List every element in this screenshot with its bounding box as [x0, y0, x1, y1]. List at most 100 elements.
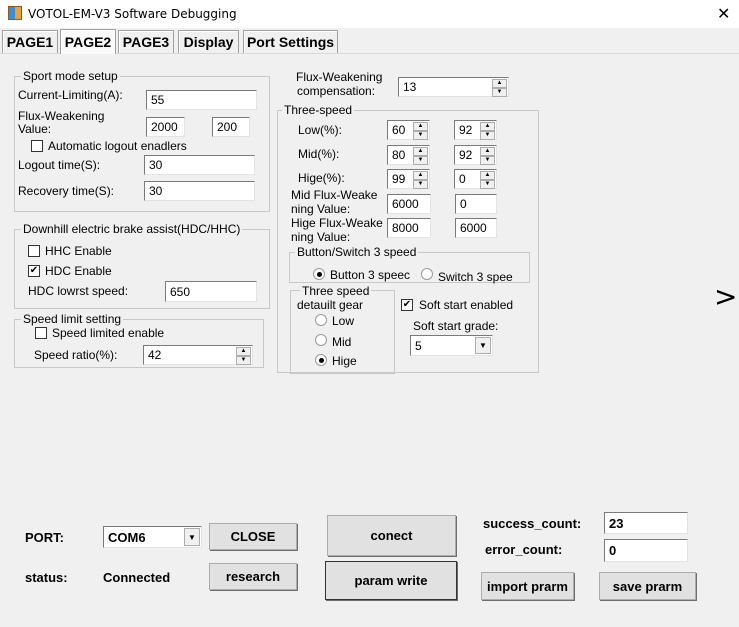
- hige-flux-input-1[interactable]: 8000: [387, 218, 431, 238]
- soft-start-grade-value: 5: [415, 338, 422, 353]
- soft-start-checkbox[interactable]: ✔: [401, 299, 413, 311]
- flux-comp-value: 13: [403, 80, 417, 94]
- flux-weakening-label-1: Flux-Weakening: [18, 109, 105, 123]
- window-title: VOTOL-EM-V3 Software Debugging: [28, 7, 237, 21]
- soft-start-grade-label: Soft start grade:: [413, 319, 499, 333]
- spinner-arrows-icon[interactable]: ▲ ▼: [492, 79, 507, 97]
- error-count-field: 0: [604, 539, 688, 562]
- spinner-arrows-icon[interactable]: ▲ ▼: [480, 171, 495, 189]
- sport-mode-group: Sport mode setup: [14, 69, 270, 212]
- logout-time-input[interactable]: 30: [144, 155, 255, 175]
- tab-strip-line: [0, 53, 739, 54]
- flux-weakening-label-2: Value:: [18, 122, 52, 136]
- mid-flux-input-2[interactable]: 0: [455, 194, 497, 214]
- next-page-arrow[interactable]: >: [714, 280, 738, 313]
- mid-value-2: 92: [459, 148, 473, 162]
- three-speed-title: Three-speed: [282, 103, 355, 117]
- import-param-button[interactable]: import prarm: [481, 572, 574, 600]
- tab-page3[interactable]: PAGE3: [118, 30, 174, 53]
- downhill-group: Downhill electric brake assist(HDC/HHC): [14, 222, 270, 309]
- spinner-arrows-icon[interactable]: ▲ ▼: [480, 147, 495, 165]
- status-label: status:: [25, 570, 68, 585]
- recovery-time-input[interactable]: 30: [144, 181, 255, 201]
- gear-hige-radio[interactable]: [315, 354, 327, 366]
- save-param-button[interactable]: save prarm: [599, 572, 696, 600]
- mid-label: Mid(%):: [298, 147, 340, 161]
- hhc-enable-label: HHC Enable: [45, 244, 112, 258]
- soft-start-label: Soft start enabled: [419, 298, 514, 312]
- hige-label: Hige(%):: [298, 171, 345, 185]
- button-3-speed-radio[interactable]: [313, 268, 325, 280]
- tab-port-settings[interactable]: Port Settings: [243, 30, 338, 53]
- mid-flux-label-1: Mid Flux-Weake: [291, 188, 378, 202]
- success-count-label: success_count:: [483, 516, 582, 531]
- port-value: COM6: [108, 529, 146, 545]
- switch-3-speed-radio[interactable]: [421, 268, 433, 280]
- title-bar: [0, 0, 739, 28]
- mid-flux-label-2: ning Value:: [291, 202, 351, 216]
- hige-value-1: 99: [392, 172, 406, 186]
- hige-flux-label-2: ning Value:: [291, 230, 351, 244]
- mid-flux-input-1[interactable]: 6000: [387, 194, 431, 214]
- hige-spinner-2[interactable]: 0 ▲ ▼: [454, 169, 497, 189]
- flux-comp-label-2: compensation:: [297, 84, 376, 98]
- current-limiting-input[interactable]: 55: [146, 90, 257, 110]
- recovery-time-label: Recovery time(S):: [18, 184, 115, 198]
- spinner-arrows-icon[interactable]: ▲ ▼: [480, 122, 495, 140]
- hige-value-2: 0: [459, 172, 466, 186]
- hdc-enable-checkbox[interactable]: ✔: [28, 265, 40, 277]
- chevron-down-icon[interactable]: ▼: [184, 528, 200, 546]
- hige-flux-input-2[interactable]: 6000: [455, 218, 497, 238]
- connect-button[interactable]: conect: [327, 515, 456, 556]
- tab-page1[interactable]: PAGE1: [2, 30, 58, 53]
- speed-limit-title: Speed limit setting: [21, 312, 124, 326]
- gear-mid-radio[interactable]: [315, 334, 327, 346]
- hhc-enable-checkbox[interactable]: [28, 245, 40, 257]
- tab-display[interactable]: Display: [178, 30, 239, 53]
- spinner-arrows-icon[interactable]: ▲ ▼: [413, 147, 428, 165]
- logout-time-label: Logout time(S):: [18, 158, 101, 172]
- tab-page2[interactable]: PAGE2: [60, 29, 116, 54]
- success-count-field: 23: [604, 512, 688, 534]
- research-button[interactable]: research: [209, 563, 297, 590]
- error-count-label: error_count:: [485, 542, 563, 557]
- three-speed-group: Three-speed: [277, 103, 539, 373]
- low-value-2: 92: [459, 123, 473, 137]
- auto-logout-checkbox[interactable]: [31, 140, 43, 152]
- spinner-arrows-icon[interactable]: ▲ ▼: [236, 347, 251, 365]
- chevron-down-icon[interactable]: ▼: [475, 337, 491, 354]
- close-port-button[interactable]: CLOSE: [209, 523, 297, 550]
- mid-spinner-1[interactable]: 80 ▲ ▼: [387, 145, 430, 165]
- downhill-title: Downhill electric brake assist(HDC/HHC): [21, 222, 243, 236]
- soft-start-grade-select[interactable]: 5 ▼: [410, 335, 493, 356]
- speed-ratio-label: Speed ratio(%):: [34, 348, 118, 362]
- param-write-button[interactable]: param write: [325, 561, 457, 600]
- port-select[interactable]: COM6 ▼: [103, 526, 202, 548]
- flux-comp-spinner[interactable]: 13 ▲ ▼: [398, 77, 509, 97]
- button-3-speed-label: Button 3 speec: [330, 268, 411, 282]
- hdc-enable-label: HDC Enable: [45, 264, 112, 278]
- button-switch-title: Button/Switch 3 speed: [295, 245, 419, 259]
- low-label: Low(%):: [298, 123, 343, 137]
- switch-3-speed-label: Switch 3 spee: [438, 270, 513, 284]
- hdc-speed-input[interactable]: 650: [165, 281, 257, 302]
- gear-low-radio[interactable]: [315, 314, 327, 326]
- flux-weakening-input-2[interactable]: 200: [212, 117, 250, 137]
- mid-value-1: 80: [392, 148, 406, 162]
- current-limiting-label: Current-Limiting(A):: [18, 88, 123, 102]
- speed-limited-checkbox[interactable]: [35, 327, 47, 339]
- app-icon: [8, 6, 22, 20]
- hige-spinner-1[interactable]: 99 ▲ ▼: [387, 169, 430, 189]
- speed-limited-label: Speed limited enable: [52, 326, 165, 340]
- default-gear-title-1: Three speed: [300, 284, 372, 298]
- spinner-arrows-icon[interactable]: ▲ ▼: [413, 122, 428, 140]
- mid-spinner-2[interactable]: 92 ▲ ▼: [454, 145, 497, 165]
- low-spinner-2[interactable]: 92 ▲ ▼: [454, 120, 497, 140]
- spinner-arrows-icon[interactable]: ▲ ▼: [413, 171, 428, 189]
- speed-ratio-spinner[interactable]: 42 ▲ ▼: [143, 345, 253, 365]
- low-spinner-1[interactable]: 60 ▲ ▼: [387, 120, 430, 140]
- close-icon[interactable]: ✕: [717, 6, 731, 23]
- port-label: PORT:: [25, 530, 64, 545]
- flux-weakening-input-1[interactable]: 2000: [146, 117, 185, 137]
- auto-logout-label: Automatic logout enadlers: [48, 139, 187, 153]
